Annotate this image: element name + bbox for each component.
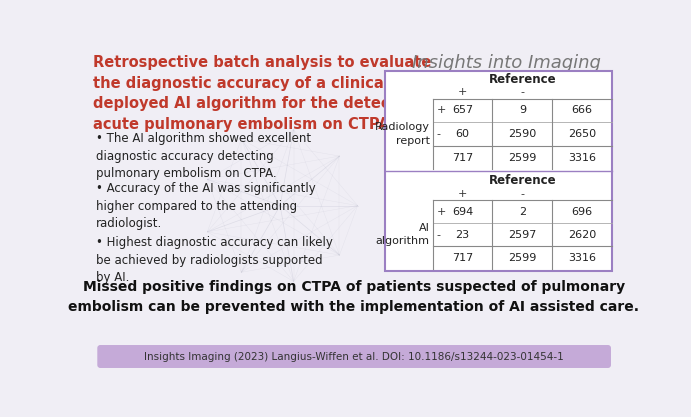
Text: +: + — [437, 106, 446, 116]
Text: • Highest diagnostic accuracy can likely
be achieved by radiologists supported
b: • Highest diagnostic accuracy can likely… — [95, 236, 332, 284]
Text: 696: 696 — [571, 207, 593, 217]
Text: 3316: 3316 — [568, 153, 596, 163]
Text: 2599: 2599 — [508, 253, 536, 263]
Text: 2590: 2590 — [508, 129, 536, 139]
Text: 2597: 2597 — [508, 230, 536, 240]
Text: EUROPEAN SOCIETY
OF RADIOLOGY: EUROPEAN SOCIETY OF RADIOLOGY — [482, 73, 580, 97]
Text: 23: 23 — [455, 230, 470, 240]
Text: +: + — [458, 189, 467, 199]
Text: Retrospective batch analysis to evaluate
the diagnostic accuracy of a clinically: Retrospective batch analysis to evaluate… — [93, 55, 443, 132]
Text: +: + — [437, 207, 446, 217]
Text: 717: 717 — [452, 153, 473, 163]
Text: 657: 657 — [452, 106, 473, 116]
Text: Insights into Imaging: Insights into Imaging — [412, 54, 600, 72]
Text: ESRF: ESRF — [412, 73, 515, 106]
FancyBboxPatch shape — [98, 346, 610, 367]
Text: 694: 694 — [452, 207, 473, 217]
Text: 717: 717 — [452, 253, 473, 263]
Text: -: - — [437, 129, 441, 139]
Text: 60: 60 — [455, 129, 470, 139]
Text: AI
algorithm: AI algorithm — [376, 223, 430, 246]
Text: Missed positive findings on CTPA of patients suspected of pulmonary
embolism can: Missed positive findings on CTPA of pati… — [68, 280, 639, 314]
Text: 2620: 2620 — [568, 230, 596, 240]
Text: 3316: 3316 — [568, 253, 596, 263]
Text: 2650: 2650 — [568, 129, 596, 139]
Text: 9: 9 — [519, 106, 526, 116]
Text: • Accuracy of the AI was significantly
higher compared to the attending
radiolog: • Accuracy of the AI was significantly h… — [95, 183, 315, 231]
Text: 2599: 2599 — [508, 153, 536, 163]
FancyBboxPatch shape — [385, 71, 612, 271]
Text: -: - — [520, 88, 524, 98]
Text: Reference: Reference — [489, 174, 556, 187]
Text: Reference: Reference — [489, 73, 556, 86]
Text: 2: 2 — [519, 207, 526, 217]
Text: -: - — [437, 230, 441, 240]
Text: -: - — [520, 189, 524, 199]
Text: Insights Imaging (2023) Langius-Wiffen et al. DOI: 10.1186/s13244-023-01454-1: Insights Imaging (2023) Langius-Wiffen e… — [144, 352, 564, 362]
Text: +: + — [458, 88, 467, 98]
Text: Radiology
report: Radiology report — [375, 122, 430, 146]
Text: 666: 666 — [571, 106, 592, 116]
Text: • The AI algorithm showed excellent
diagnostic accuracy detecting
pulmonary embo: • The AI algorithm showed excellent diag… — [95, 133, 311, 181]
